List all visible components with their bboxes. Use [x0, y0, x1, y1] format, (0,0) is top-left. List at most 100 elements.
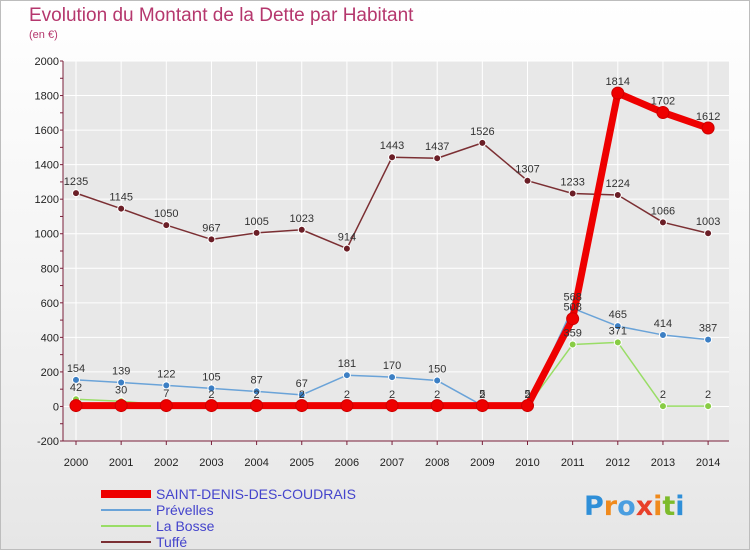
data-point [72, 189, 80, 198]
data-label: 1023 [290, 213, 314, 225]
data-point [704, 335, 713, 344]
y-tick-label: 1200 [35, 194, 59, 206]
data-point [568, 340, 577, 349]
data-label: 1526 [470, 126, 494, 138]
data-point [658, 330, 667, 339]
x-tick-label: 2000 [64, 457, 88, 469]
data-label: 1612 [696, 111, 720, 123]
data-label: 2 [254, 389, 260, 401]
data-point [611, 86, 625, 100]
data-label: 967 [202, 222, 220, 234]
data-label: 1307 [515, 164, 539, 176]
x-tick-label: 2012 [606, 457, 630, 469]
data-label: 7 [163, 388, 169, 400]
data-point [658, 218, 667, 227]
data-label: 122 [157, 368, 175, 380]
legend-label: Prévelles [156, 502, 214, 518]
x-tick-label: 2013 [651, 457, 675, 469]
data-point [388, 373, 397, 382]
data-point [385, 399, 399, 413]
data-point [613, 338, 622, 347]
data-point [342, 371, 351, 380]
data-label: 568 [563, 291, 581, 303]
data-label: 2 [524, 389, 530, 401]
data-label: 1145 [109, 192, 133, 204]
data-label: 154 [67, 363, 85, 375]
y-tick-label: 2000 [35, 56, 59, 68]
data-point [117, 378, 126, 387]
data-point [114, 399, 128, 413]
data-label: 371 [609, 325, 627, 337]
data-point [433, 376, 442, 385]
data-label: 1233 [560, 176, 584, 188]
data-point [207, 384, 216, 393]
data-point [430, 399, 444, 413]
y-tick-label: 200 [41, 367, 59, 379]
data-label: 5 [524, 389, 530, 401]
data-point [701, 121, 715, 135]
data-label: 387 [699, 323, 717, 335]
data-label: 30 [115, 384, 127, 396]
data-point [613, 191, 622, 200]
data-label: 1702 [651, 95, 675, 107]
data-label: 42 [70, 382, 82, 394]
data-label: 1443 [380, 140, 404, 152]
data-point [475, 399, 489, 413]
data-point [613, 322, 622, 331]
data-label: 150 [428, 364, 446, 376]
x-tick-label: 2003 [199, 457, 223, 469]
legend-label: La Bosse [156, 518, 215, 534]
data-label: 105 [202, 371, 220, 383]
data-label: 139 [112, 365, 130, 377]
data-point [117, 204, 126, 213]
data-label: 87 [250, 374, 262, 386]
data-point [297, 225, 306, 234]
data-point [159, 399, 173, 413]
y-tick-label: 1800 [35, 91, 59, 103]
x-tick-label: 2001 [109, 457, 133, 469]
x-tick-label: 2010 [515, 457, 539, 469]
x-tick-label: 2004 [244, 457, 268, 469]
x-tick-label: 2008 [425, 457, 449, 469]
data-point [252, 228, 261, 237]
y-tick-label: 1000 [35, 229, 59, 241]
data-label: 67 [296, 378, 308, 390]
data-label: 414 [654, 318, 672, 330]
x-tick-label: 2002 [154, 457, 178, 469]
data-label: 170 [383, 360, 401, 372]
data-point [297, 390, 306, 399]
chart-subtitle: (en €) [29, 29, 58, 41]
y-tick-label: 1400 [35, 160, 59, 172]
data-label: 1235 [64, 176, 88, 188]
data-label: 2 [479, 389, 485, 401]
data-point [568, 189, 577, 198]
legend-label: SAINT-DENIS-DES-COUDRAIS [156, 486, 356, 502]
data-label: 914 [338, 232, 356, 244]
x-tick-label: 2005 [290, 457, 314, 469]
x-tick-label: 2006 [335, 457, 359, 469]
data-point [295, 399, 309, 413]
data-label: 1224 [606, 178, 630, 190]
data-label: 2 [660, 389, 666, 401]
y-tick-label: 600 [41, 298, 59, 310]
data-point [656, 105, 670, 119]
data-label: 359 [563, 327, 581, 339]
data-point [704, 229, 713, 238]
data-point [72, 375, 80, 384]
proxiti-logo: Proxiti [584, 491, 685, 522]
data-point [521, 399, 534, 413]
data-label: 2 [389, 389, 395, 401]
data-label: 2 [434, 389, 440, 401]
data-label: 181 [338, 358, 356, 370]
data-point [433, 154, 442, 163]
data-point [204, 399, 218, 413]
x-tick-label: 2009 [470, 457, 494, 469]
x-tick-label: 2007 [380, 457, 404, 469]
data-point [207, 235, 216, 244]
data-label: 1814 [606, 76, 630, 88]
y-tick-label: 0 [53, 401, 59, 413]
data-point [250, 399, 264, 413]
data-point [252, 387, 261, 396]
